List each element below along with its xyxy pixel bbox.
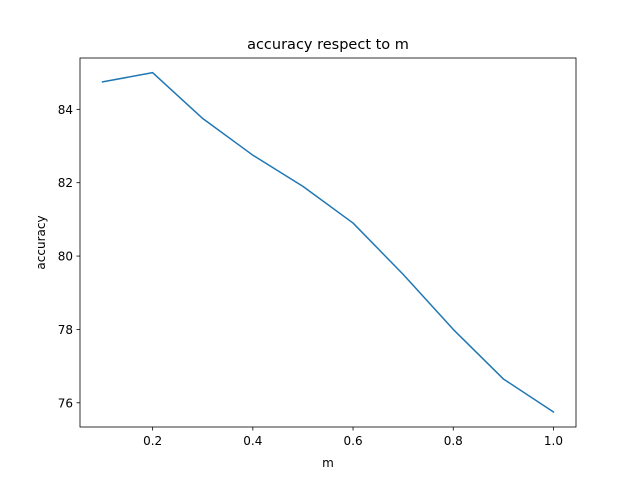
series-line [101,71,555,413]
x-axis-ticks: 0.2 0.4 0.6 0.8 1.0 [143,427,563,448]
chart-title: accuracy respect to m [247,37,409,53]
x-tick-label: 0.2 [143,434,162,448]
x-tick-label: 0.8 [444,434,463,448]
axes-frame [79,57,577,428]
y-tick-label: 80 [58,250,73,264]
y-axis-ticks: 76 78 80 82 84 [58,103,80,410]
x-tick-label: 0.4 [243,434,262,448]
y-tick-label: 78 [58,323,73,337]
y-tick-label: 84 [58,103,73,117]
y-tick-label: 76 [58,396,73,410]
y-axis-label: accuracy [34,215,48,269]
x-axis-label: m [322,456,334,470]
y-tick-label: 82 [58,176,73,190]
series-group [101,71,555,413]
x-tick-label: 0.6 [344,434,363,448]
x-tick-label: 1.0 [544,434,563,448]
